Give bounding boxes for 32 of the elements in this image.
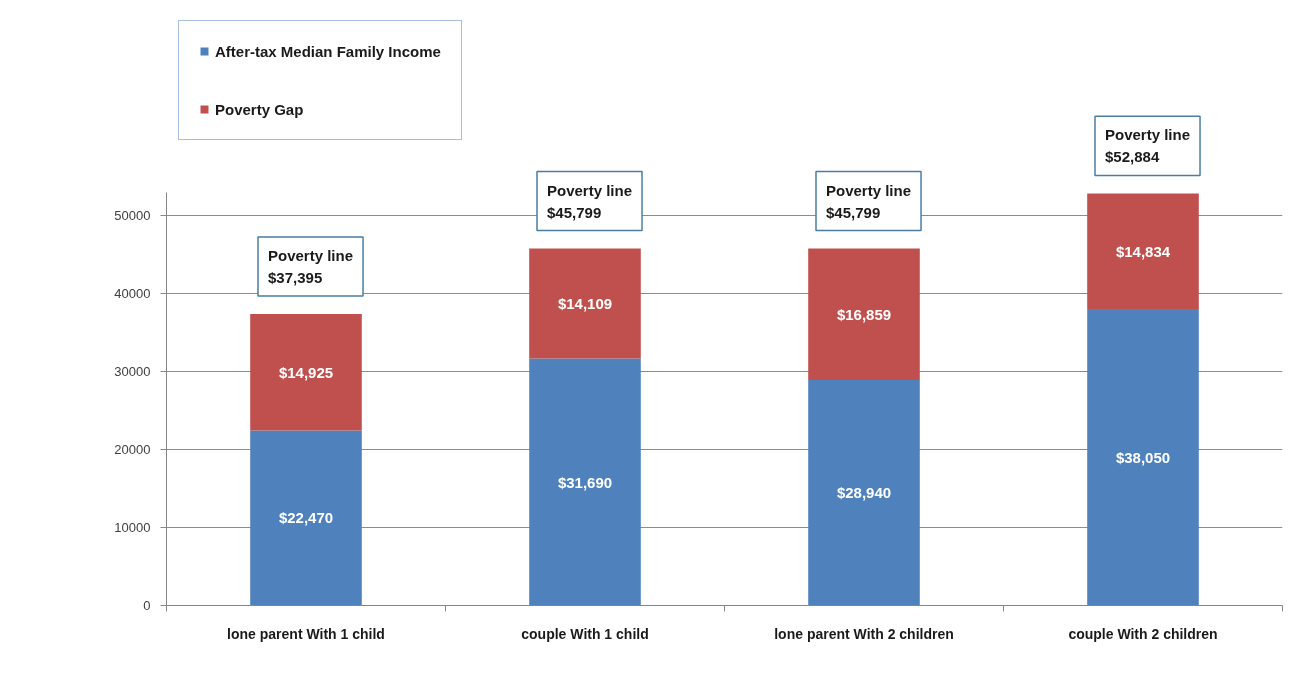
data-label: $38,050 [1115, 448, 1171, 466]
y-tick-label: 50000 [114, 208, 151, 224]
y-tick-label: 20000 [114, 442, 151, 458]
bar [250, 314, 362, 431]
annotation: Poverty line $37,395 [268, 247, 354, 287]
bar [1087, 193, 1199, 309]
annotation: Poverty line $45,799 [826, 181, 912, 221]
x-tick-label: lone parent With 2 children [774, 625, 954, 642]
data-label: $16,859 [836, 305, 892, 323]
bar [529, 248, 641, 359]
data-label: $22,470 [278, 509, 334, 527]
annotation: Poverty line $45,799 [547, 181, 633, 221]
data-label: $28,940 [836, 484, 892, 502]
data-label: $14,109 [557, 295, 613, 313]
x-tick-label: couple With 1 child [521, 625, 649, 642]
y-tick-label: 10000 [114, 520, 151, 536]
bar [250, 430, 362, 606]
bar [808, 248, 920, 380]
bar [1087, 309, 1199, 606]
x-tick-label: couple With 2 children [1068, 625, 1218, 642]
legend-label: After-tax Median Family Income [215, 41, 441, 61]
data-label: $31,690 [557, 473, 613, 491]
y-tick-label: 30000 [114, 364, 151, 380]
bar [808, 379, 920, 606]
y-tick-label: 40000 [114, 286, 151, 302]
y-tick-label: 0 [143, 598, 151, 613]
data-label: $14,834 [1115, 242, 1171, 260]
bar [529, 358, 641, 606]
annotation: Poverty line $52,884 [1105, 126, 1191, 166]
x-tick-label: lone parent With 1 child [227, 625, 385, 642]
data-label: $14,925 [278, 363, 334, 381]
legend-label: Poverty Gap [215, 99, 304, 119]
